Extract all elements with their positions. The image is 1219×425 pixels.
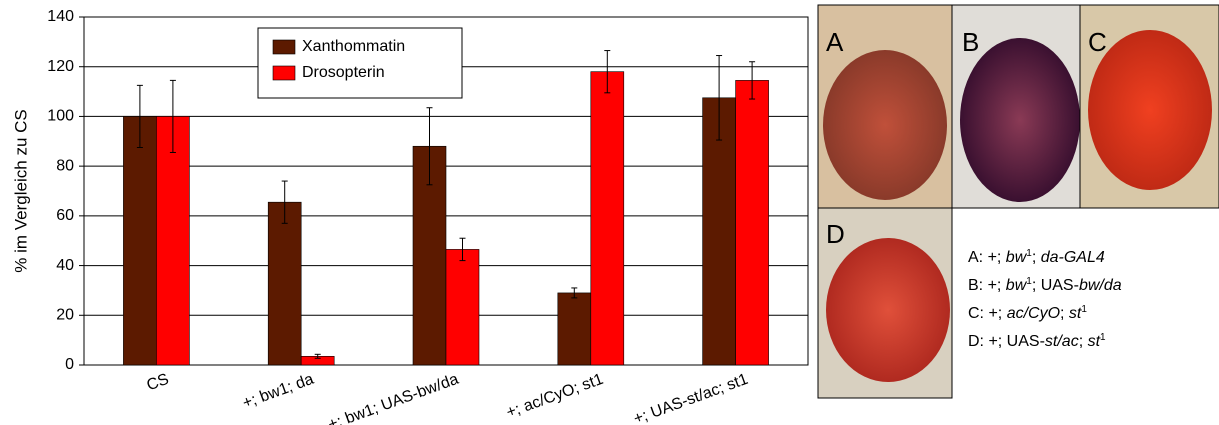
caption: A: +; bw1; da-GAL4 xyxy=(968,248,1105,268)
x-tick-label: +; UAS-st/ac; st1 xyxy=(631,371,750,425)
caption-text: ; xyxy=(1032,249,1041,266)
caption-text: bw/da xyxy=(1079,277,1122,294)
figure: A B C D % im Vergleich zu CS 0 20 40 60 80 10… xyxy=(0,0,1219,425)
photo-label: C xyxy=(1088,27,1107,57)
y-tick-label: 140 xyxy=(47,8,74,25)
y-tick-label: 20 xyxy=(56,307,74,324)
bar xyxy=(123,116,156,365)
caption-text: da-GAL4 xyxy=(1041,249,1105,266)
caption-text: C: +; xyxy=(968,305,1007,322)
caption-text: ; xyxy=(1079,333,1088,350)
photo-label: A xyxy=(826,27,844,57)
bar xyxy=(156,116,189,365)
legend-swatch xyxy=(273,66,295,80)
eye xyxy=(960,38,1080,202)
caption-text: ; xyxy=(1060,305,1069,322)
legend-label: Xanthommatin xyxy=(302,38,405,55)
eye xyxy=(826,238,950,382)
y-axis-label: % im Vergleich zu CS xyxy=(11,109,30,272)
y-tick-label: 0 xyxy=(65,356,74,373)
caption-text: A: +; xyxy=(968,249,1006,266)
caption-text: bw xyxy=(1006,249,1026,266)
x-tick-label: CS xyxy=(145,371,172,395)
caption-text: bw xyxy=(1006,277,1026,294)
bar xyxy=(558,293,591,365)
caption: C: +; ac/CyO; st1 xyxy=(968,304,1087,324)
caption-text: st xyxy=(1069,305,1081,322)
x-tick-label: +; bw1; da xyxy=(240,371,316,412)
caption-text: st xyxy=(1088,333,1100,350)
caption-text: st/ac xyxy=(1045,333,1079,350)
caption-text: ac/CyO xyxy=(1007,305,1060,322)
x-tick-label: +; ac/CyO; st1 xyxy=(504,371,606,422)
bar xyxy=(446,249,479,365)
y-tick-label: 100 xyxy=(47,108,74,125)
y-tick-label: 40 xyxy=(56,257,74,274)
photo-label: B xyxy=(962,27,979,57)
photo-label: D xyxy=(826,219,845,249)
y-tick-label: 120 xyxy=(47,58,74,75)
bar xyxy=(591,72,624,365)
caption-text: 1 xyxy=(1081,304,1087,315)
caption: B: +; bw1; UAS-bw/da xyxy=(968,276,1122,296)
caption-text: D: +; UAS- xyxy=(968,333,1045,350)
chart: A B C D % im Vergleich zu CS 0 20 40 60 80 10… xyxy=(0,0,1219,425)
caption-text: ; UAS- xyxy=(1032,277,1079,294)
caption-text: B: +; xyxy=(968,277,1006,294)
x-tick-label: +; bw1; UAS-bw/da xyxy=(326,371,461,425)
caption-text: 1 xyxy=(1100,332,1106,343)
bar xyxy=(736,80,769,365)
caption: D: +; UAS-st/ac; st1 xyxy=(968,332,1106,352)
legend-label: Drosopterin xyxy=(302,64,385,81)
y-tick-label: 60 xyxy=(56,207,74,224)
bar xyxy=(268,202,301,365)
y-tick-label: 80 xyxy=(56,157,74,174)
legend-swatch xyxy=(273,40,295,54)
eye xyxy=(823,50,947,200)
